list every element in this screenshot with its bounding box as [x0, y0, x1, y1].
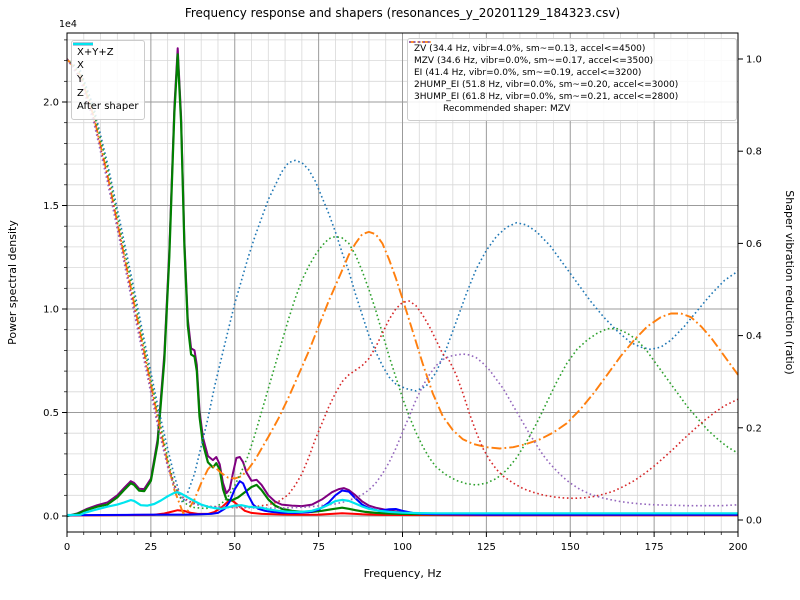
y-right-tick-label: 0.6: [746, 239, 762, 250]
legend-shaper-entry-label: MZV (34.6 Hz, vibr=0.0%, sm~=0.17, accel…: [414, 55, 654, 66]
curve-psd-xyz: [66, 47, 738, 517]
legend-psd-entry: After shaper: [73, 42, 139, 113]
curve-shaper-ei: [66, 58, 739, 510]
y-right-tick-label: 0.4: [746, 331, 762, 342]
y-right-tick-label: 0.2: [746, 423, 762, 434]
legend-line-sample: [409, 41, 431, 43]
legend-psd-entry-label: After shaper: [77, 101, 139, 113]
y-left-tick-label: 0.5: [43, 408, 59, 419]
y-right-tick-label: 0.8: [746, 147, 762, 158]
y-right-tick-label: 0.0: [746, 516, 762, 527]
legend-psd-entry: Z: [73, 42, 139, 100]
legend-psd: X+Y+Z X Y Z After shaper: [71, 40, 145, 120]
curve-shaper-2hump-ei: [66, 58, 739, 509]
legend-shaper-entry: 2HUMP_EI (51.8 Hz, vibr=0.0%, sm~=0.20, …: [409, 41, 730, 91]
legend-shaper-entry: ZV (34.4 Hz, vibr=4.0%, sm~=0.13, accel<…: [409, 41, 730, 55]
chart-title: Frequency response and shapers (resonanc…: [184, 6, 621, 20]
legend-shapers: ZV (34.4 Hz, vibr=4.0%, sm~=0.13, accel<…: [407, 38, 737, 121]
x-axis-label: Frequency, Hz: [364, 567, 442, 580]
x-tick-label: 100: [393, 542, 412, 553]
legend-psd-entry: X+Y+Z: [73, 42, 139, 59]
curve-psd-after-shaper: [66, 491, 738, 517]
legend-shaper-entry-label: 2HUMP_EI (51.8 Hz, vibr=0.0%, sm~=0.20, …: [414, 79, 679, 90]
y-right-tick-label: 1.0: [746, 55, 762, 66]
legend-shaper-entry: MZV (34.6 Hz, vibr=0.0%, sm~=0.17, accel…: [409, 41, 730, 67]
legend-psd-entry: Y: [73, 42, 139, 86]
y-left-axis-label: Power spectral density: [6, 220, 19, 345]
legend-shaper-entry: 3HUMP_EI (61.8 Hz, vibr=0.0%, sm~=0.21, …: [409, 41, 730, 103]
legend-recommended-shaper-label: Recommended shaper: MZV: [443, 103, 571, 114]
curve-psd-x: [66, 499, 738, 517]
x-tick-label: 50: [228, 542, 241, 553]
y-right-axis-label: Shaper vibration reduction (ratio): [783, 190, 796, 374]
legend-line-sample: [73, 42, 93, 46]
x-tick-label: 200: [728, 542, 747, 553]
curve-psd-y: [66, 53, 738, 518]
x-tick-label: 25: [145, 542, 158, 553]
legend-shaper-entry: EI (41.4 Hz, vibr=0.0%, sm~=0.19, accel<…: [409, 41, 730, 79]
y-axis-offset-label: 1e4: [59, 19, 77, 30]
legend-psd-entry-label: Z: [77, 87, 84, 99]
curve-shaper-3hump-ei: [66, 58, 739, 509]
legend-shaper-entry-label: EI (41.4 Hz, vibr=0.0%, sm~=0.19, accel<…: [414, 67, 642, 78]
x-tick-label: 175: [645, 542, 664, 553]
curve-shaper-mzv: [66, 58, 739, 515]
legend-psd-entry-label: Y: [77, 73, 84, 85]
x-tick-label: 150: [561, 542, 580, 553]
x-tick-label: 75: [312, 542, 325, 553]
legend-line-sample: [409, 41, 431, 43]
legend-shaper-entry-label: 3HUMP_EI (61.8 Hz, vibr=0.0%, sm~=0.21, …: [414, 91, 679, 102]
legend-psd-entry-label: X: [77, 60, 84, 72]
curve-shaper-zv: [66, 58, 739, 504]
y-left-tick-label: 1.5: [43, 201, 59, 212]
x-tick-label: 0: [64, 542, 70, 553]
legend-recommended-shaper: Recommended shaper: MZV: [414, 104, 730, 115]
y-left-tick-label: 0.0: [43, 512, 59, 523]
legend-shaper-entry-label: ZV (34.4 Hz, vibr=4.0%, sm~=0.13, accel<…: [414, 44, 646, 54]
x-tick-label: 125: [477, 542, 496, 553]
y-left-tick-label: 2.0: [43, 98, 59, 109]
legend-psd-entry-label: X+Y+Z: [77, 46, 114, 58]
y-left-tick-label: 1.0: [43, 305, 59, 316]
axis-ticks: [62, 39, 743, 537]
legend-psd-entry: X: [73, 42, 139, 72]
